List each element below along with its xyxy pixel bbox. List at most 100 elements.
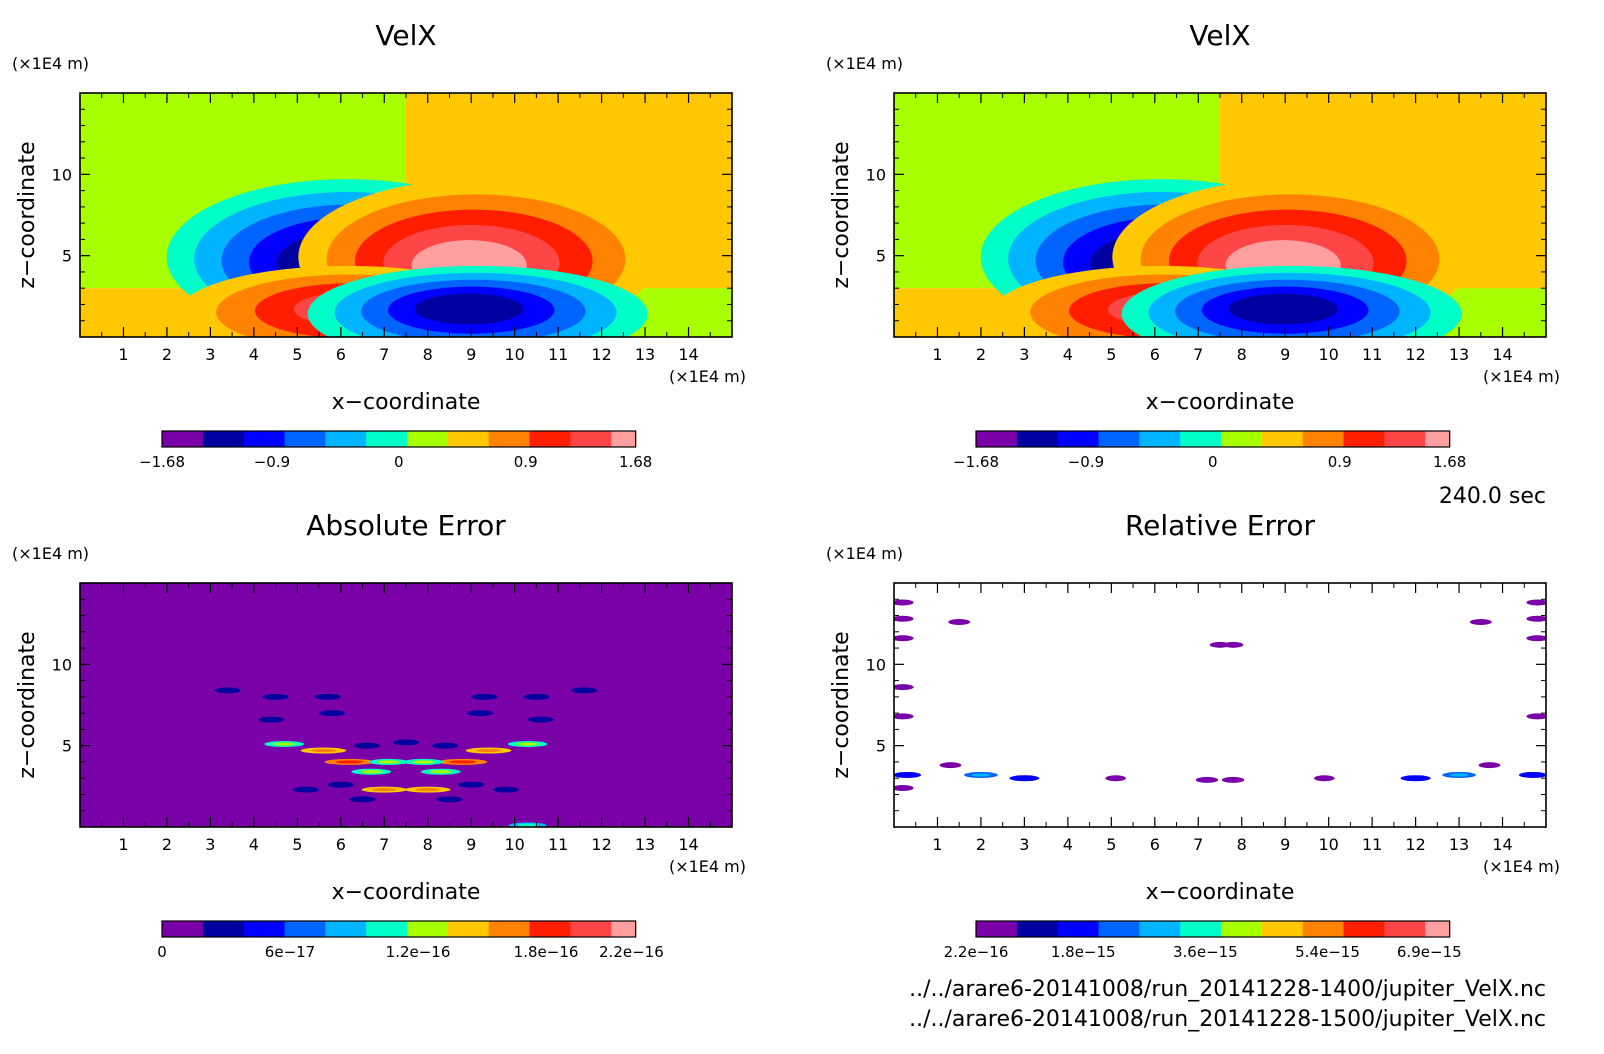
- colorbar-label: −0.9: [254, 453, 290, 471]
- colorbar-segment: [1016, 921, 1059, 937]
- error-spot-core: [516, 742, 539, 746]
- y-unit-label: (×1E4 m): [826, 54, 903, 73]
- colorbar-segment: [611, 431, 637, 447]
- contour-band: [1228, 293, 1338, 325]
- colorbar-segment: [202, 921, 245, 937]
- error-spot: [436, 796, 463, 803]
- error-spot: [1469, 619, 1492, 626]
- error-spot: [258, 716, 285, 723]
- error-spot-core: [371, 787, 397, 792]
- x-tick-label: 9: [1280, 835, 1290, 854]
- file-path-2: ../../arare6-20141008/run_20141228-1500/…: [909, 1007, 1546, 1032]
- x-tick-label: 10: [1318, 835, 1338, 854]
- error-spot: [1478, 762, 1501, 769]
- y-tick-label: 10: [866, 655, 886, 674]
- x-tick-label: 8: [1237, 835, 1247, 854]
- x-tick-label: 10: [1318, 345, 1338, 364]
- error-spot: [894, 684, 914, 691]
- colorbar-label: 3.6e−15: [1173, 943, 1238, 961]
- x-tick-label: 3: [205, 835, 215, 854]
- error-spot: [1526, 615, 1546, 622]
- error-spot: [1526, 635, 1546, 642]
- colorbar-label: 2.2e−16: [944, 943, 1009, 961]
- x-tick-label: 10: [504, 835, 524, 854]
- error-spot: [1221, 776, 1245, 783]
- error-spot: [1400, 775, 1431, 782]
- error-spot-core: [1449, 773, 1469, 777]
- colorbar-segment: [366, 431, 408, 447]
- colorbar-segment: [1384, 921, 1426, 937]
- colorbar-segment: [243, 431, 285, 447]
- error-spot: [214, 687, 241, 694]
- colorbar-segment: [325, 431, 367, 447]
- colorbar-segment: [1221, 921, 1263, 937]
- y-tick-label: 10: [866, 165, 886, 184]
- x-tick-label: 14: [678, 835, 698, 854]
- colorbar-segment: [162, 431, 204, 447]
- x-tick-label: 6: [1150, 345, 1160, 364]
- error-spot: [327, 781, 354, 788]
- x-tick-label: 13: [635, 835, 655, 854]
- colorbar-segment: [529, 431, 571, 447]
- error-spot: [894, 635, 914, 642]
- colorbar-label: 6e−17: [265, 943, 315, 961]
- colorbar-segment: [1302, 431, 1344, 447]
- x-axis-label: x−coordinate: [1146, 390, 1295, 415]
- colorbar: 0 6e−17 1.2e−16 1.8e−16 2.2e−16: [157, 920, 664, 961]
- colorbar-segment: [1016, 431, 1059, 447]
- colorbar-label: 1.8e−16: [514, 943, 579, 961]
- x-tick-label: 10: [504, 345, 524, 364]
- colorbar-segment: [1261, 431, 1304, 447]
- colorbar-label: 5.4e−15: [1295, 943, 1360, 961]
- field: [80, 93, 732, 337]
- colorbar-segment: [1139, 431, 1181, 447]
- colorbar: 2.2e−16 1.8e−15 3.6e−15 5.4e−15 6.9e−15: [944, 920, 1462, 961]
- colorbar-segment: [1057, 921, 1099, 937]
- error-spot: [527, 716, 554, 723]
- x-unit-label: (×1E4 m): [669, 367, 746, 386]
- colorbar-frame: [975, 920, 1451, 938]
- x-axis-label: x−coordinate: [332, 390, 481, 415]
- colorbar-segment: [1057, 431, 1099, 447]
- y-tick-label: 5: [876, 247, 886, 266]
- x-tick-label: 5: [1106, 835, 1116, 854]
- colorbar-segment: [325, 921, 367, 937]
- colorbar-segment: [611, 921, 637, 937]
- x-unit-label: (×1E4 m): [669, 857, 746, 876]
- y-unit-label: (×1E4 m): [12, 544, 89, 563]
- colorbar-label: 0.9: [514, 453, 538, 471]
- y-tick-label: 5: [62, 737, 72, 756]
- colorbar-label: 1.2e−16: [386, 943, 451, 961]
- error-spot: [466, 710, 493, 717]
- panel-title: Absolute Error: [306, 509, 506, 542]
- x-tick-label: 11: [548, 835, 568, 854]
- x-tick-label: 8: [423, 345, 433, 364]
- error-spot: [523, 693, 550, 700]
- error-spot: [894, 615, 914, 622]
- error-spot: [319, 710, 346, 717]
- colorbar-segment: [1098, 431, 1140, 447]
- panel-title: VelX: [375, 19, 436, 52]
- field-background: [894, 583, 1546, 827]
- error-spot: [262, 693, 289, 700]
- x-tick-label: 4: [1063, 345, 1073, 364]
- error-spot-core: [415, 787, 441, 792]
- colorbar-frame: [161, 430, 637, 448]
- error-spot: [353, 742, 380, 749]
- x-tick-label: 14: [1492, 835, 1512, 854]
- x-tick-label: 9: [466, 835, 476, 854]
- colorbar-segment: [488, 921, 530, 937]
- x-tick-label: 3: [1019, 835, 1029, 854]
- error-spot-core: [971, 773, 991, 777]
- colorbar-segment: [1302, 921, 1344, 937]
- colorbar-segment: [162, 921, 204, 937]
- x-tick-label: 6: [1150, 835, 1160, 854]
- colorbar-segment: [202, 431, 245, 447]
- colorbar-segment: [447, 921, 490, 937]
- error-spot: [948, 619, 971, 626]
- x-tick-label: 14: [678, 345, 698, 364]
- x-tick-label: 1: [118, 835, 128, 854]
- colorbar-segment: [1343, 921, 1385, 937]
- x-tick-label: 7: [379, 835, 389, 854]
